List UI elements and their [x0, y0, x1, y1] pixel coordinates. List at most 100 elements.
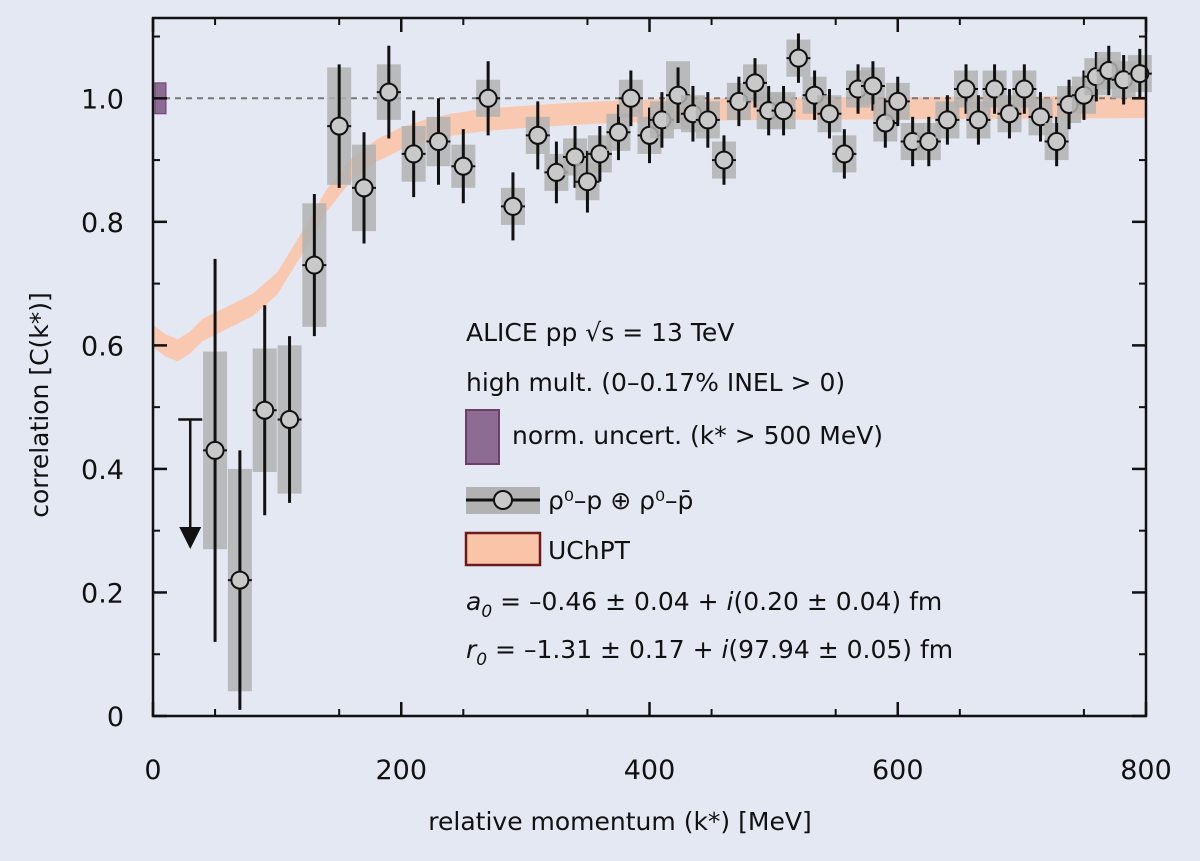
- data-marker: [428, 132, 448, 152]
- a0-imag: (0.20 ± 0.04) fm: [733, 587, 942, 616]
- data-point: [227, 450, 252, 710]
- data-marker: [565, 147, 585, 167]
- data-point: [695, 92, 720, 148]
- legend-r0-line: r0 = –1.31 ± 0.17 + i(97.94 ± 0.05) fm: [466, 635, 953, 670]
- data-marker: [478, 88, 498, 108]
- legend: ALICE pp √s = 13 TeV high mult. (0–0.17%…: [464, 318, 953, 670]
- data-marker: [985, 79, 1005, 99]
- data-marker: [745, 73, 765, 93]
- data-point: [352, 132, 377, 244]
- data-marker: [528, 125, 548, 145]
- data-point: [771, 85, 796, 136]
- data-point: [832, 129, 857, 179]
- x-tick-label: 0: [144, 755, 161, 786]
- data-marker: [888, 91, 908, 111]
- data-point: [302, 194, 327, 337]
- legend-data-label: ρ⁰–p ⊕ ρ⁰–p̄: [548, 486, 693, 515]
- y-tick-label: 1.0: [81, 84, 124, 115]
- r0-subscript: 0: [476, 650, 487, 670]
- r0-real: = –1.31 ± 0.17 +: [487, 635, 721, 664]
- data-point: [587, 126, 612, 182]
- legend-multiplicity-line: high mult. (0–0.17% INEL > 0): [466, 368, 845, 397]
- data-marker: [1030, 107, 1050, 127]
- data-point: [426, 98, 451, 185]
- data-marker: [453, 156, 473, 176]
- data-point: [786, 33, 811, 83]
- upper-limit-layer: [178, 418, 203, 550]
- x-tick-label: 600: [872, 755, 924, 786]
- data-marker: [1130, 64, 1150, 84]
- data-marker: [714, 150, 734, 170]
- a0-subscript: 0: [481, 602, 492, 622]
- data-point: [711, 135, 736, 185]
- x-tick-label: 800: [1120, 755, 1172, 786]
- data-point: [606, 104, 631, 161]
- data-marker: [968, 110, 988, 130]
- data-marker: [919, 132, 939, 152]
- data-point: [997, 89, 1022, 139]
- data-marker: [863, 76, 883, 96]
- data-marker: [354, 178, 374, 198]
- a0-symbol: a: [466, 587, 481, 616]
- data-point: [618, 70, 643, 127]
- data-marker: [379, 82, 399, 102]
- x-axis-title: relative momentum (k*) [MeV]: [428, 807, 811, 836]
- data-marker: [774, 101, 794, 121]
- data-point: [1028, 92, 1053, 142]
- y-tick-label: 0: [107, 702, 124, 733]
- data-point: [966, 95, 991, 145]
- data-marker: [503, 196, 523, 216]
- legend-a0-line: a0 = –0.46 ± 0.04 + i(0.20 ± 0.04) fm: [466, 587, 942, 622]
- data-marker: [819, 104, 839, 124]
- data-point: [817, 89, 842, 139]
- data-marker: [577, 172, 597, 192]
- y-axis-title: correlation [C(k*)]: [25, 292, 54, 518]
- data-point: [982, 64, 1007, 114]
- data-point: [885, 76, 910, 127]
- data-point: [476, 61, 501, 136]
- data-marker: [590, 144, 610, 164]
- legend-data-swatch: [466, 487, 540, 514]
- data-marker: [546, 162, 566, 182]
- a0-real: = –0.46 ± 0.04 +: [492, 587, 726, 616]
- r0-imag-unit: i: [721, 635, 728, 664]
- data-marker: [329, 116, 349, 136]
- data-marker: [834, 144, 854, 164]
- data-point: [376, 45, 401, 139]
- y-tick-label: 0.6: [81, 331, 124, 362]
- axes-layer: 0 200 400 600 800 0 0.2 0.4 0.6 0.8 1.0: [81, 16, 1172, 786]
- y-tick-label: 0.2: [81, 578, 124, 609]
- data-point: [500, 172, 525, 241]
- legend-model-label: UChPT: [548, 536, 631, 565]
- data-point: [860, 61, 885, 111]
- data-point: [203, 258, 228, 642]
- data-marker: [937, 110, 957, 130]
- data-point: [401, 110, 426, 198]
- data-point: [935, 95, 960, 145]
- data-marker: [304, 255, 324, 275]
- x-tick-label: 400: [624, 755, 676, 786]
- data-marker: [698, 110, 718, 130]
- data-marker: [788, 48, 808, 68]
- legend-norm-swatch: [465, 409, 500, 465]
- legend-norm-label: norm. uncert. (k* > 500 MeV): [512, 421, 883, 450]
- data-marker: [255, 400, 275, 420]
- data-point: [277, 336, 302, 503]
- r0-imag: (97.94 ± 0.05) fm: [728, 635, 953, 664]
- data-point: [575, 150, 600, 213]
- data-marker: [999, 104, 1019, 124]
- data-marker: [621, 88, 641, 108]
- data-point: [1127, 48, 1152, 99]
- data-point: [252, 305, 277, 516]
- data-marker: [205, 440, 225, 460]
- data-points-layer: [203, 33, 1152, 710]
- data-marker: [280, 410, 300, 430]
- data-point: [451, 129, 476, 204]
- y-tick-label: 0.4: [81, 455, 124, 486]
- x-tick-label: 200: [375, 755, 427, 786]
- data-marker: [1047, 132, 1067, 152]
- a0-imag-unit: i: [727, 587, 734, 616]
- data-point: [1044, 116, 1069, 167]
